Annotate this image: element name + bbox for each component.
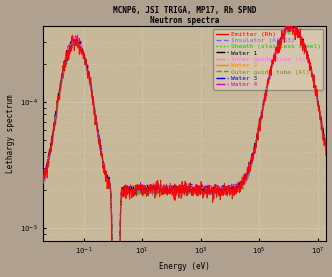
Legend: Emitter (Rh), Insulator (Al2O3), Sheath (stainless steel), Water 1, Inner guide : Emitter (Rh), Insulator (Al2O3), Sheath … xyxy=(213,29,323,90)
X-axis label: Energy (eV): Energy (eV) xyxy=(159,262,210,271)
Title: MCNP6, JSI TRIGA, MP17, Rh SPND
Neutron spectra: MCNP6, JSI TRIGA, MP17, Rh SPND Neutron … xyxy=(113,6,256,25)
Y-axis label: Lethargy spectrum: Lethargy spectrum xyxy=(6,94,15,173)
